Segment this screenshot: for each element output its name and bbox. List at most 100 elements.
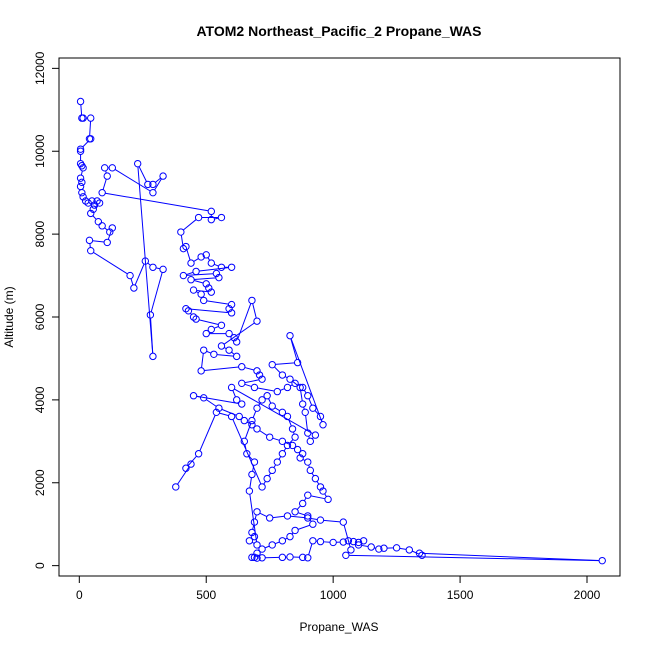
data-point [347, 546, 355, 554]
data-point [304, 458, 312, 466]
data-point [78, 178, 86, 187]
data-point [273, 387, 282, 396]
data-point [268, 466, 276, 475]
data-point [301, 408, 309, 417]
data-point [298, 450, 307, 458]
data-point [187, 276, 195, 284]
data-point [227, 263, 236, 271]
series-segment [289, 439, 294, 444]
data-point [304, 392, 312, 400]
data-point [304, 491, 312, 499]
series-segment [252, 525, 255, 530]
series-segment [254, 514, 257, 520]
data-point [76, 97, 85, 106]
data-point [95, 199, 104, 207]
series-segment [303, 497, 307, 502]
data-point [248, 421, 256, 429]
data-point [354, 538, 363, 547]
data-point [278, 450, 287, 458]
data-point [306, 437, 315, 446]
data-point [130, 284, 138, 292]
data-point [103, 172, 111, 180]
data-point [342, 551, 350, 559]
series-segment [297, 524, 310, 530]
series-segment [130, 278, 134, 286]
data-point [194, 450, 203, 458]
data-point [179, 244, 188, 253]
data-point [192, 267, 200, 276]
data-point [207, 288, 216, 296]
series-segment [199, 319, 219, 326]
data-point [217, 342, 226, 350]
series-segment [186, 271, 194, 276]
series-segment [310, 495, 326, 500]
data-point [288, 441, 297, 450]
series-segment [275, 362, 295, 365]
data-point [253, 404, 261, 412]
data-point [283, 441, 292, 450]
data-point [232, 338, 241, 346]
series-segment [199, 267, 229, 272]
data-point [293, 358, 302, 367]
data-point [253, 554, 261, 562]
series-segment [272, 437, 280, 441]
data-point [245, 487, 254, 495]
series-segment [102, 179, 107, 190]
data-point [253, 425, 261, 433]
data-point [207, 259, 216, 267]
series-segment [93, 251, 128, 275]
series-segment [252, 303, 257, 319]
data-point [392, 544, 401, 552]
data-point [329, 538, 337, 547]
series-segment [104, 227, 108, 231]
data-point [217, 321, 226, 329]
data-point [199, 296, 208, 305]
data-point [78, 188, 86, 197]
data-point [215, 404, 223, 412]
data-point [202, 251, 210, 259]
series-segment [296, 505, 301, 510]
data-point [205, 284, 213, 292]
series-segment [219, 412, 229, 417]
series-segment [252, 410, 257, 418]
series-segment [114, 169, 151, 192]
data-point [187, 259, 195, 267]
series-segment [189, 308, 229, 314]
data-point [278, 553, 287, 562]
data-point [253, 317, 261, 325]
series-segment [201, 353, 204, 368]
data-point [212, 269, 221, 278]
series-segment [290, 338, 298, 360]
data-point [283, 383, 292, 392]
series-segment [244, 367, 255, 371]
series-segment [280, 388, 285, 391]
series-segment [186, 273, 214, 276]
data-point [87, 209, 95, 218]
series-segment [288, 419, 292, 427]
series-segment [92, 240, 105, 243]
data-point [207, 325, 216, 334]
x-axis: 0 500 1000 1500 2000 [76, 575, 601, 602]
data-point [192, 315, 200, 323]
data-point [238, 400, 246, 408]
series-segment [268, 472, 271, 477]
series-segment [186, 249, 191, 261]
data-point [149, 188, 157, 197]
data-point [418, 551, 426, 559]
series-segment [196, 395, 201, 398]
data-point [367, 543, 375, 551]
series-segment [154, 178, 162, 191]
series-segment [82, 140, 89, 148]
data-point [98, 188, 106, 197]
data-point [248, 553, 256, 562]
data-point [265, 514, 274, 522]
data-point [87, 114, 95, 122]
series-segment [155, 267, 161, 270]
data-point [405, 546, 414, 554]
data-point [225, 346, 233, 354]
data-point [309, 404, 317, 412]
series-segment [292, 380, 298, 386]
data-point [339, 518, 348, 526]
data-point [311, 431, 320, 439]
data-point [87, 246, 95, 255]
